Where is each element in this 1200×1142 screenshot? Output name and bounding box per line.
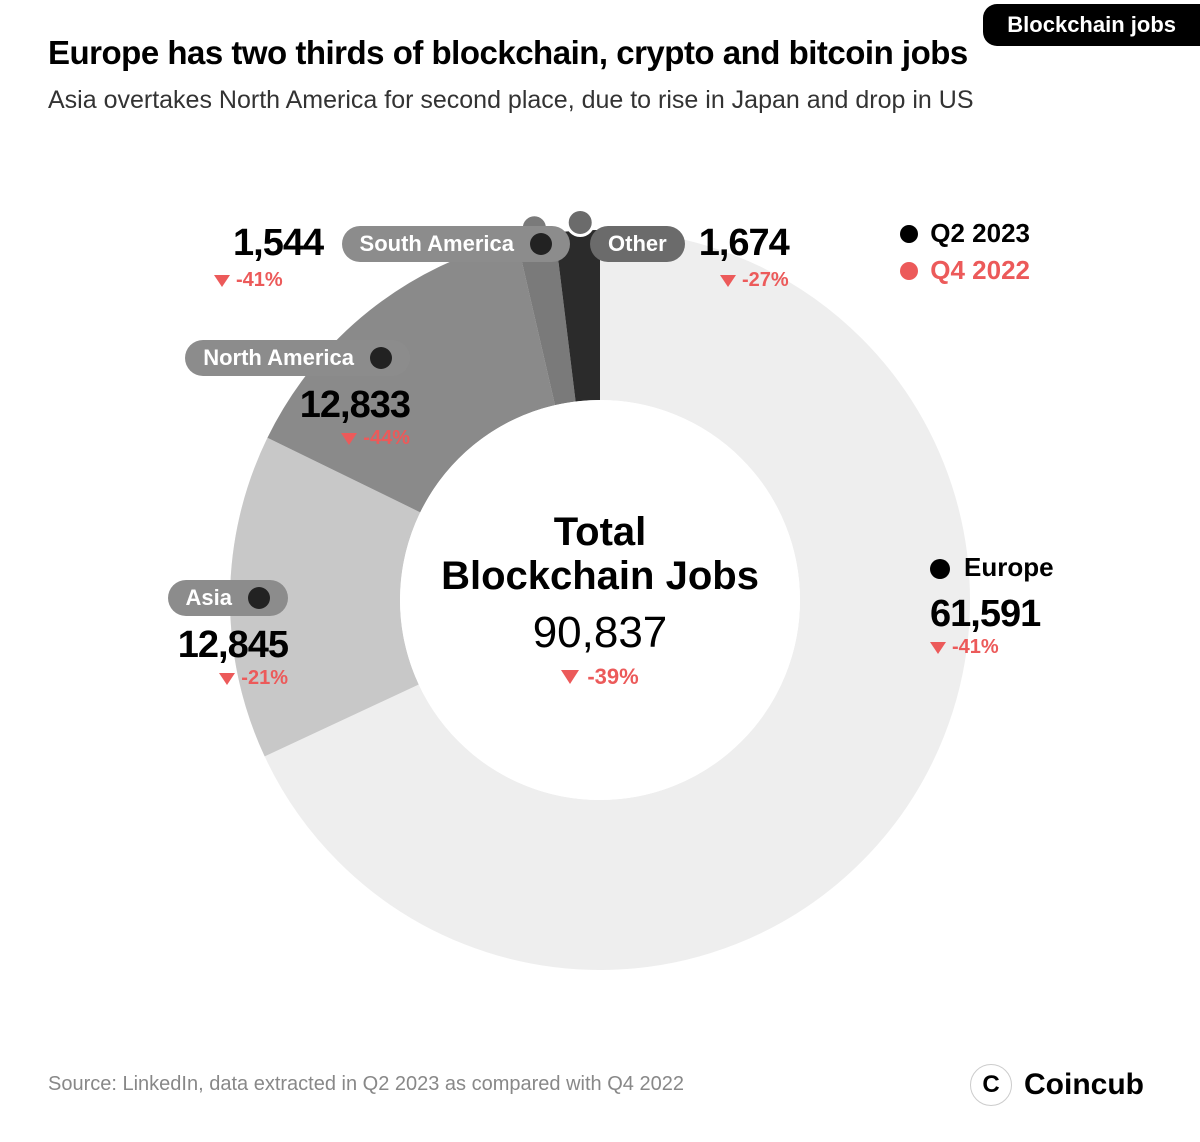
legend-item-q2-2023: Q2 2023 — [900, 218, 1030, 249]
label-europe: Europe 61,591 -41% — [930, 552, 1054, 659]
source-text: Source: LinkedIn, data extracted in Q2 2… — [48, 1073, 684, 1096]
region-delta: -44% — [130, 427, 410, 450]
region-name: Asia — [186, 585, 232, 611]
delta-text: -41% — [236, 269, 283, 292]
region-value: 1,544 — [233, 222, 323, 265]
delta-text: -21% — [241, 667, 288, 690]
delta-text: -41% — [952, 636, 999, 659]
center-title-line2: Blockchain Jobs — [441, 554, 759, 598]
legend-item-q4-2022: Q4 2022 — [900, 255, 1030, 286]
region-pill: South America — [342, 226, 570, 262]
label-asia: Asia 12,845 -21% — [118, 580, 288, 690]
brand-logo-icon: C — [970, 1064, 1012, 1106]
region-pill: Other — [590, 226, 685, 262]
label-north-america: North America 12,833 -44% — [130, 340, 410, 450]
legend-label: Q2 2023 — [930, 218, 1030, 249]
center-delta: -39% — [561, 664, 638, 690]
brand: C Coincub — [970, 1064, 1144, 1106]
legend-dot-icon — [900, 262, 918, 280]
center-title: Total Blockchain Jobs — [430, 510, 770, 598]
region-pill: North America — [185, 340, 410, 376]
brand-name: Coincub — [1024, 1068, 1144, 1102]
region-delta: -41% — [214, 269, 570, 292]
center-title-line1: Total — [554, 510, 647, 554]
down-arrow-icon — [341, 433, 357, 445]
legend-dot-icon — [900, 225, 918, 243]
dot-icon — [530, 233, 552, 255]
label-other: Other 1,674 -27% — [590, 222, 789, 292]
dot-icon — [248, 587, 270, 609]
down-arrow-icon — [214, 275, 230, 287]
down-arrow-icon — [219, 673, 235, 685]
region-value: 1,674 — [699, 222, 789, 265]
center-summary: Total Blockchain Jobs 90,837 -39% — [430, 510, 770, 690]
region-value: 61,591 — [930, 593, 1054, 636]
region-delta: -41% — [930, 636, 1054, 659]
chart-area: Q2 2023 Q4 2022 Europe 61,591 -41% Asia … — [0, 180, 1200, 1000]
region-value: 12,845 — [118, 624, 288, 667]
delta-text: -44% — [363, 427, 410, 450]
chart-title: Europe has two thirds of blockchain, cry… — [48, 34, 1140, 72]
label-south-america: 1,544 South America -41% — [210, 222, 570, 292]
legend: Q2 2023 Q4 2022 — [900, 218, 1030, 292]
dot-icon — [370, 347, 392, 369]
region-pill: Asia — [168, 580, 288, 616]
center-value: 90,837 — [430, 608, 770, 658]
region-name: South America — [360, 231, 514, 257]
region-name: Europe — [964, 552, 1054, 582]
down-arrow-icon — [930, 642, 946, 654]
region-delta: -21% — [118, 667, 288, 690]
down-arrow-icon — [720, 275, 736, 287]
region-delta: -27% — [720, 269, 789, 292]
legend-label: Q4 2022 — [930, 255, 1030, 286]
dot-icon — [930, 559, 950, 579]
down-arrow-icon — [561, 670, 579, 684]
chart-subtitle: Asia overtakes North America for second … — [48, 86, 1140, 115]
region-name: North America — [203, 345, 354, 371]
header: Europe has two thirds of blockchain, cry… — [48, 34, 1140, 115]
delta-text: -39% — [587, 664, 638, 690]
region-value: 12,833 — [130, 384, 410, 427]
region-name: Other — [608, 231, 667, 257]
delta-text: -27% — [742, 269, 789, 292]
region-name-row: Europe — [930, 552, 1054, 583]
